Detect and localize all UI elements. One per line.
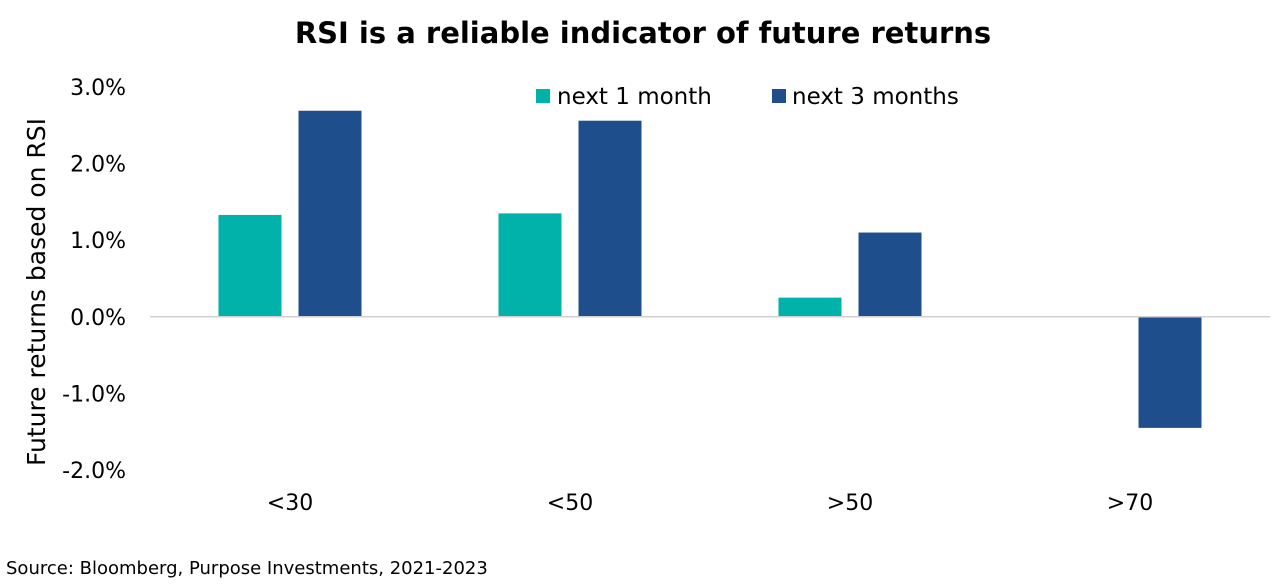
y-tick-label: 0.0%	[70, 306, 126, 331]
bar-next-3-months-lt-30	[298, 110, 362, 317]
y-tick-label: 1.0%	[70, 229, 126, 254]
legend-swatch-next-3-months	[772, 89, 786, 103]
bar-next-1-month-gt-50	[778, 297, 842, 317]
bars	[218, 110, 1202, 428]
y-axis-title: Future returns based on RSI	[22, 118, 51, 466]
x-tick-label: >50	[827, 491, 873, 516]
bar-next-1-month-lt-50	[498, 213, 562, 317]
y-tick-label: -1.0%	[62, 382, 126, 407]
bar-next-3-months-gt-70	[1138, 316, 1202, 428]
legend-swatch-next-1-month	[536, 89, 550, 103]
x-axis-ticks: <30 <50 >50 >70	[267, 491, 1153, 516]
y-axis-ticks: 3.0% 2.0% 1.0% 0.0% -1.0% -2.0%	[62, 76, 126, 484]
x-tick-label: >70	[1107, 491, 1153, 516]
legend: next 1 month next 3 months	[536, 84, 959, 110]
legend-label-next-1-month: next 1 month	[557, 84, 712, 110]
y-tick-label: 2.0%	[70, 153, 126, 178]
chart-title: RSI is a reliable indicator of future re…	[295, 16, 991, 50]
y-tick-label: 3.0%	[70, 76, 126, 101]
bar-next-3-months-lt-50	[578, 120, 642, 317]
y-tick-label: -2.0%	[62, 459, 126, 484]
x-tick-label: <30	[267, 491, 313, 516]
legend-label-next-3-months: next 3 months	[792, 84, 959, 110]
bar-next-3-months-gt-50	[858, 232, 922, 317]
x-tick-label: <50	[547, 491, 593, 516]
bar-next-1-month-lt-30	[218, 214, 282, 317]
source-note: Source: Bloomberg, Purpose Investments, …	[6, 558, 488, 579]
